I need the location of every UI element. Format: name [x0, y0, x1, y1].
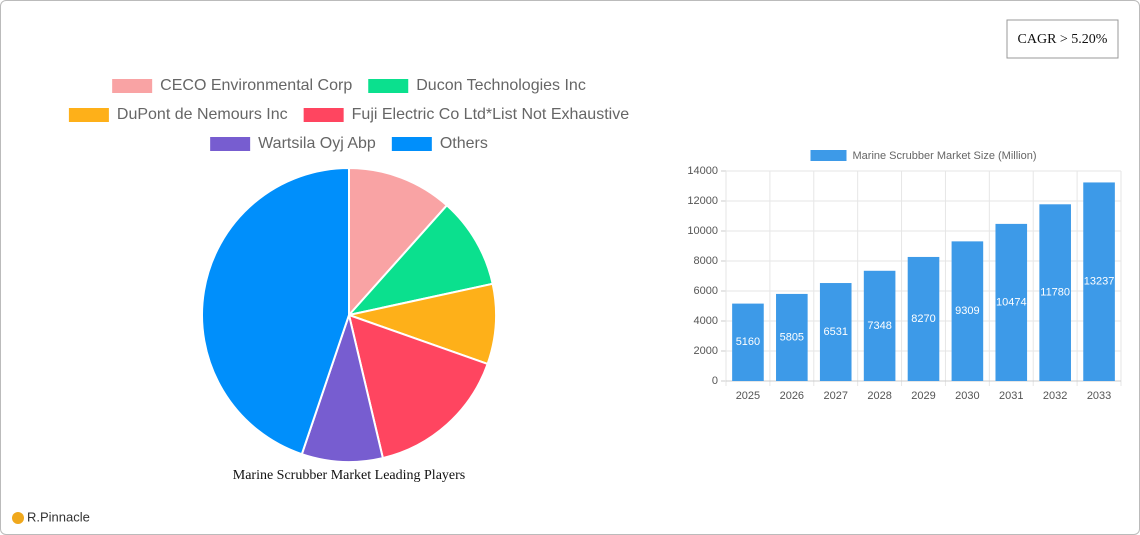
y-tick-label: 6000 [694, 285, 718, 297]
bar-value-label: 8270 [911, 313, 935, 325]
x-tick-label: 2030 [955, 390, 979, 402]
legend-label: Fuji Electric Co Ltd*List Not Exhaustive [352, 106, 630, 123]
pie-slice [346, 203, 494, 317]
bar [995, 223, 1028, 381]
legend-swatch [391, 137, 432, 151]
legend-swatch [112, 79, 153, 93]
bar-value-label: 13237 [1084, 276, 1115, 288]
bar [951, 241, 984, 381]
x-tick-label: 2032 [1043, 390, 1067, 402]
bar-value-label: 7348 [867, 320, 891, 332]
bar [776, 293, 808, 381]
x-tick-label: 2033 [1087, 390, 1111, 402]
legend-swatch [210, 137, 251, 151]
pie-slice [300, 311, 385, 463]
legend-label: Marine Scrubber Market Size (Million) [853, 150, 1037, 162]
y-tick-label: 14000 [687, 165, 718, 177]
pie-slice [345, 282, 497, 366]
y-tick-label: 0 [712, 375, 718, 387]
brand: R.Pinnacle [27, 509, 90, 524]
badge: CAGR > 5.20% [1018, 32, 1108, 47]
pie-slice [347, 313, 489, 460]
bar [1039, 204, 1071, 381]
bar-value-label: 5805 [780, 331, 804, 343]
badge-box [1006, 19, 1119, 59]
x-tick-label: 2028 [867, 390, 891, 402]
y-tick-label: 10000 [687, 225, 718, 237]
x-tick-label: 2027 [823, 390, 847, 402]
bar-value-label: 9309 [955, 305, 979, 317]
brand-logo [12, 512, 24, 524]
legend-label: Wartsila Oyj Abp [258, 135, 376, 152]
legend-swatch [68, 108, 109, 122]
chart-title: Marine Scrubber Market Leading Players [233, 468, 465, 483]
bar-value-label: 10474 [996, 296, 1027, 308]
bar [819, 283, 852, 381]
pie-slice [201, 166, 350, 456]
x-tick-label: 2031 [999, 390, 1023, 402]
bar-value-label: 11780 [1040, 287, 1070, 299]
legend-label: Others [440, 135, 488, 152]
legend-swatch [368, 79, 409, 93]
legend-swatch [303, 108, 344, 122]
y-tick-label: 2000 [694, 345, 718, 357]
pie-slice [348, 166, 449, 318]
legend-label: Ducon Technologies Inc [416, 77, 586, 94]
legend-swatch [810, 150, 847, 161]
bar-value-label: 6531 [823, 326, 847, 338]
bar [1083, 182, 1115, 381]
bar [863, 270, 896, 381]
bar-value-label: 5160 [736, 336, 760, 348]
bar [732, 303, 764, 381]
legend-label: CECO Environmental Corp [160, 77, 352, 94]
y-tick-label: 8000 [694, 255, 718, 267]
y-tick-label: 12000 [687, 195, 718, 207]
x-tick-label: 2026 [780, 390, 804, 402]
x-tick-label: 2025 [736, 390, 760, 402]
y-tick-label: 4000 [694, 315, 718, 327]
x-tick-label: 2029 [911, 390, 935, 402]
bar [907, 256, 940, 381]
legend-label: DuPont de Nemours Inc [117, 106, 288, 123]
